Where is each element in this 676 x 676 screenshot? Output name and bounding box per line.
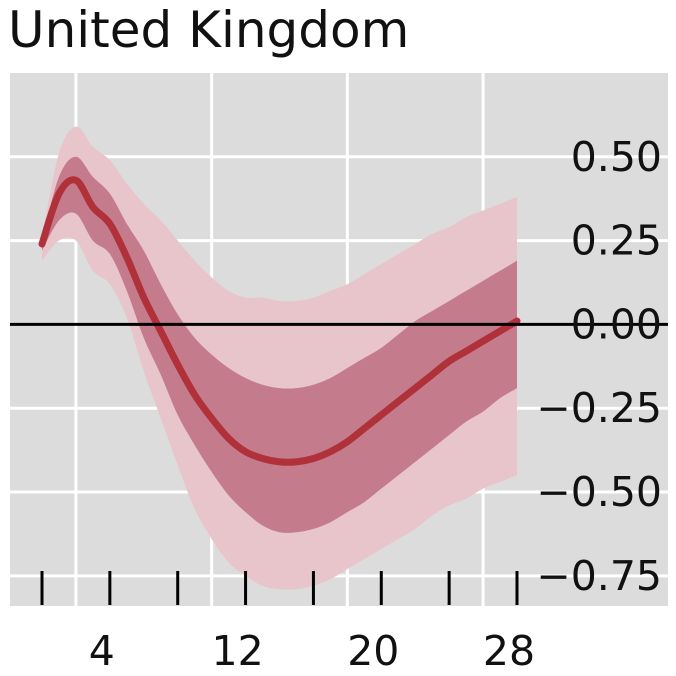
y-tick-label: −0.25 xyxy=(536,384,662,432)
chart-title: United Kingdom xyxy=(8,1,410,59)
x-axis-ticks xyxy=(40,571,519,605)
x-tick-label: 28 xyxy=(483,627,535,675)
x-tick-label: 20 xyxy=(347,627,399,675)
y-tick-label: 0.25 xyxy=(571,217,662,265)
y-tick-label: −0.50 xyxy=(536,468,662,516)
confidence-bands xyxy=(42,126,517,590)
band-inner xyxy=(42,156,517,533)
x-tick-label: 12 xyxy=(211,627,263,675)
x-tick-label: 4 xyxy=(89,627,115,675)
series-line-median xyxy=(38,176,521,466)
median-line-group xyxy=(38,176,521,466)
y-tick-label: 0.00 xyxy=(571,300,662,348)
x-axis-labels: 4 12 20 28 xyxy=(89,627,535,675)
y-axis-labels: 0.50 0.25 0.00 −0.25 −0.50 −0.75 xyxy=(536,133,662,600)
y-tick-label: −0.75 xyxy=(536,552,662,600)
y-tick-label: 0.50 xyxy=(571,133,662,181)
